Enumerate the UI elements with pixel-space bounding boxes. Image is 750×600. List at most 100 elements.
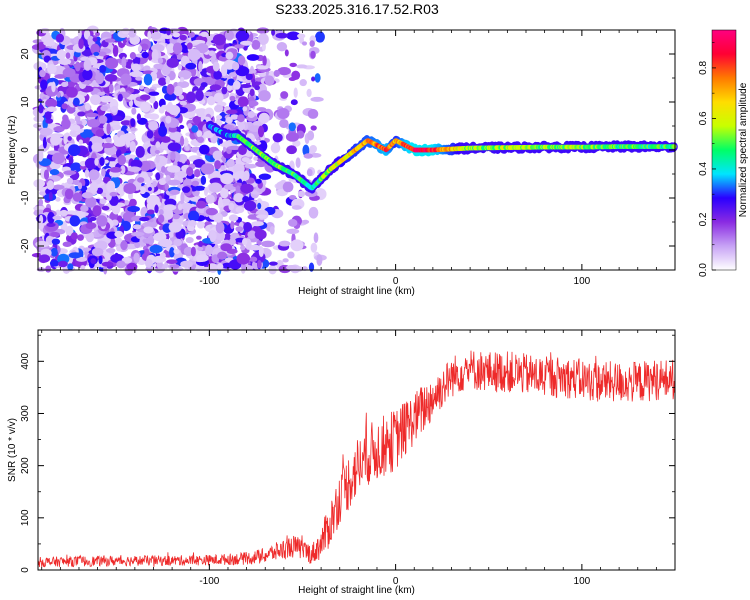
noise-blob bbox=[159, 252, 166, 259]
noise-blob bbox=[117, 93, 123, 102]
noise-blob bbox=[291, 205, 302, 210]
noise-blob bbox=[93, 51, 100, 56]
noise-blob bbox=[148, 121, 159, 131]
noise-blob bbox=[235, 30, 250, 42]
noise-blob bbox=[172, 32, 181, 38]
noise-blob bbox=[147, 50, 153, 61]
noise-blob bbox=[243, 170, 250, 181]
noise-blob bbox=[291, 70, 301, 81]
noise-blob bbox=[190, 246, 196, 257]
noise-blob bbox=[101, 205, 110, 211]
noise-blob bbox=[246, 54, 260, 61]
noise-blob bbox=[115, 237, 123, 245]
noise-blob bbox=[310, 153, 322, 158]
noise-blob bbox=[51, 81, 56, 93]
snr-y-tick-label: 300 bbox=[20, 405, 31, 422]
noise-blob bbox=[83, 59, 92, 71]
noise-blob bbox=[310, 242, 318, 253]
noise-blob bbox=[169, 189, 180, 195]
noise-blob bbox=[72, 97, 80, 106]
noise-blob bbox=[144, 248, 150, 256]
noise-blob bbox=[194, 169, 201, 178]
noise-blob bbox=[77, 111, 86, 117]
colorbar-gradient bbox=[711, 29, 737, 271]
noise-blob bbox=[152, 180, 158, 188]
noise-blob bbox=[296, 64, 308, 69]
noise-blob bbox=[106, 122, 111, 135]
noise-blob bbox=[86, 118, 101, 128]
noise-blob bbox=[310, 125, 317, 131]
noise-blob bbox=[55, 197, 61, 202]
noise-blob bbox=[247, 230, 257, 239]
noise-blob bbox=[256, 107, 267, 112]
noise-blob bbox=[84, 102, 91, 111]
noise-blob bbox=[200, 31, 209, 37]
noise-blob bbox=[213, 70, 222, 80]
noise-blob bbox=[48, 192, 53, 201]
noise-blob bbox=[308, 206, 319, 219]
snr-y-tick-label: 200 bbox=[20, 457, 31, 474]
noise-blob bbox=[121, 27, 130, 35]
noise-blob bbox=[130, 127, 137, 132]
noise-blob bbox=[38, 254, 51, 263]
noise-blob bbox=[113, 138, 126, 147]
noise-blob bbox=[104, 74, 118, 82]
noise-blob bbox=[277, 66, 292, 76]
snr-x-tick-label: -100 bbox=[199, 576, 219, 587]
noise-blob bbox=[132, 224, 142, 230]
noise-blob bbox=[231, 61, 240, 71]
noise-blob bbox=[256, 65, 269, 70]
snr-axes: -100 0 100 0 100 200 300 400 bbox=[20, 330, 676, 587]
noise-blob bbox=[179, 76, 185, 83]
noise-blob bbox=[194, 109, 199, 114]
noise-blob bbox=[66, 177, 74, 185]
noise-blob bbox=[204, 91, 213, 97]
noise-blob bbox=[198, 240, 204, 248]
noise-blob bbox=[243, 222, 253, 232]
noise-blob bbox=[68, 252, 82, 259]
noise-blob bbox=[209, 230, 217, 243]
noise-blob bbox=[96, 187, 104, 195]
noise-blob bbox=[68, 144, 81, 157]
noise-blob bbox=[89, 181, 98, 194]
noise-blob bbox=[38, 104, 44, 114]
noise-blob bbox=[158, 179, 167, 185]
noise-blob bbox=[98, 255, 103, 265]
noise-blob bbox=[292, 139, 301, 147]
noise-blob bbox=[172, 213, 181, 220]
noise-blob bbox=[235, 65, 250, 77]
noise-blob bbox=[213, 92, 224, 103]
noise-blob bbox=[33, 115, 45, 122]
spectrogram-y-tick-label: -20 bbox=[20, 238, 31, 253]
noise-blob bbox=[65, 52, 71, 59]
noise-blob bbox=[198, 60, 203, 73]
noise-blob bbox=[205, 207, 218, 216]
noise-blob bbox=[261, 240, 275, 248]
noise-blob bbox=[45, 265, 52, 273]
noise-blob bbox=[225, 116, 233, 124]
noise-blob bbox=[53, 125, 65, 133]
noise-blob bbox=[90, 258, 97, 265]
noise-blob bbox=[127, 28, 137, 38]
noise-blob bbox=[185, 62, 197, 70]
noise-blob bbox=[39, 69, 46, 78]
noise-blob bbox=[161, 165, 166, 173]
noise-blob bbox=[180, 202, 193, 210]
noise-blob bbox=[279, 118, 289, 129]
noise-blob bbox=[169, 247, 175, 258]
noise-blob bbox=[200, 163, 215, 175]
noise-blob bbox=[178, 69, 192, 80]
noise-blob bbox=[270, 142, 281, 154]
noise-blob bbox=[232, 80, 241, 90]
noise-blob bbox=[221, 198, 231, 204]
noise-blob bbox=[241, 157, 250, 163]
noise-blob bbox=[200, 175, 207, 185]
noise-blob bbox=[62, 67, 76, 78]
noise-blob bbox=[203, 130, 215, 139]
spectrogram-x-tick-label: 100 bbox=[574, 276, 591, 287]
noise-blob bbox=[98, 115, 108, 124]
noise-blob bbox=[173, 85, 183, 97]
noise-blob bbox=[127, 205, 140, 213]
noise-blob bbox=[256, 214, 268, 219]
noise-blob bbox=[166, 43, 176, 54]
